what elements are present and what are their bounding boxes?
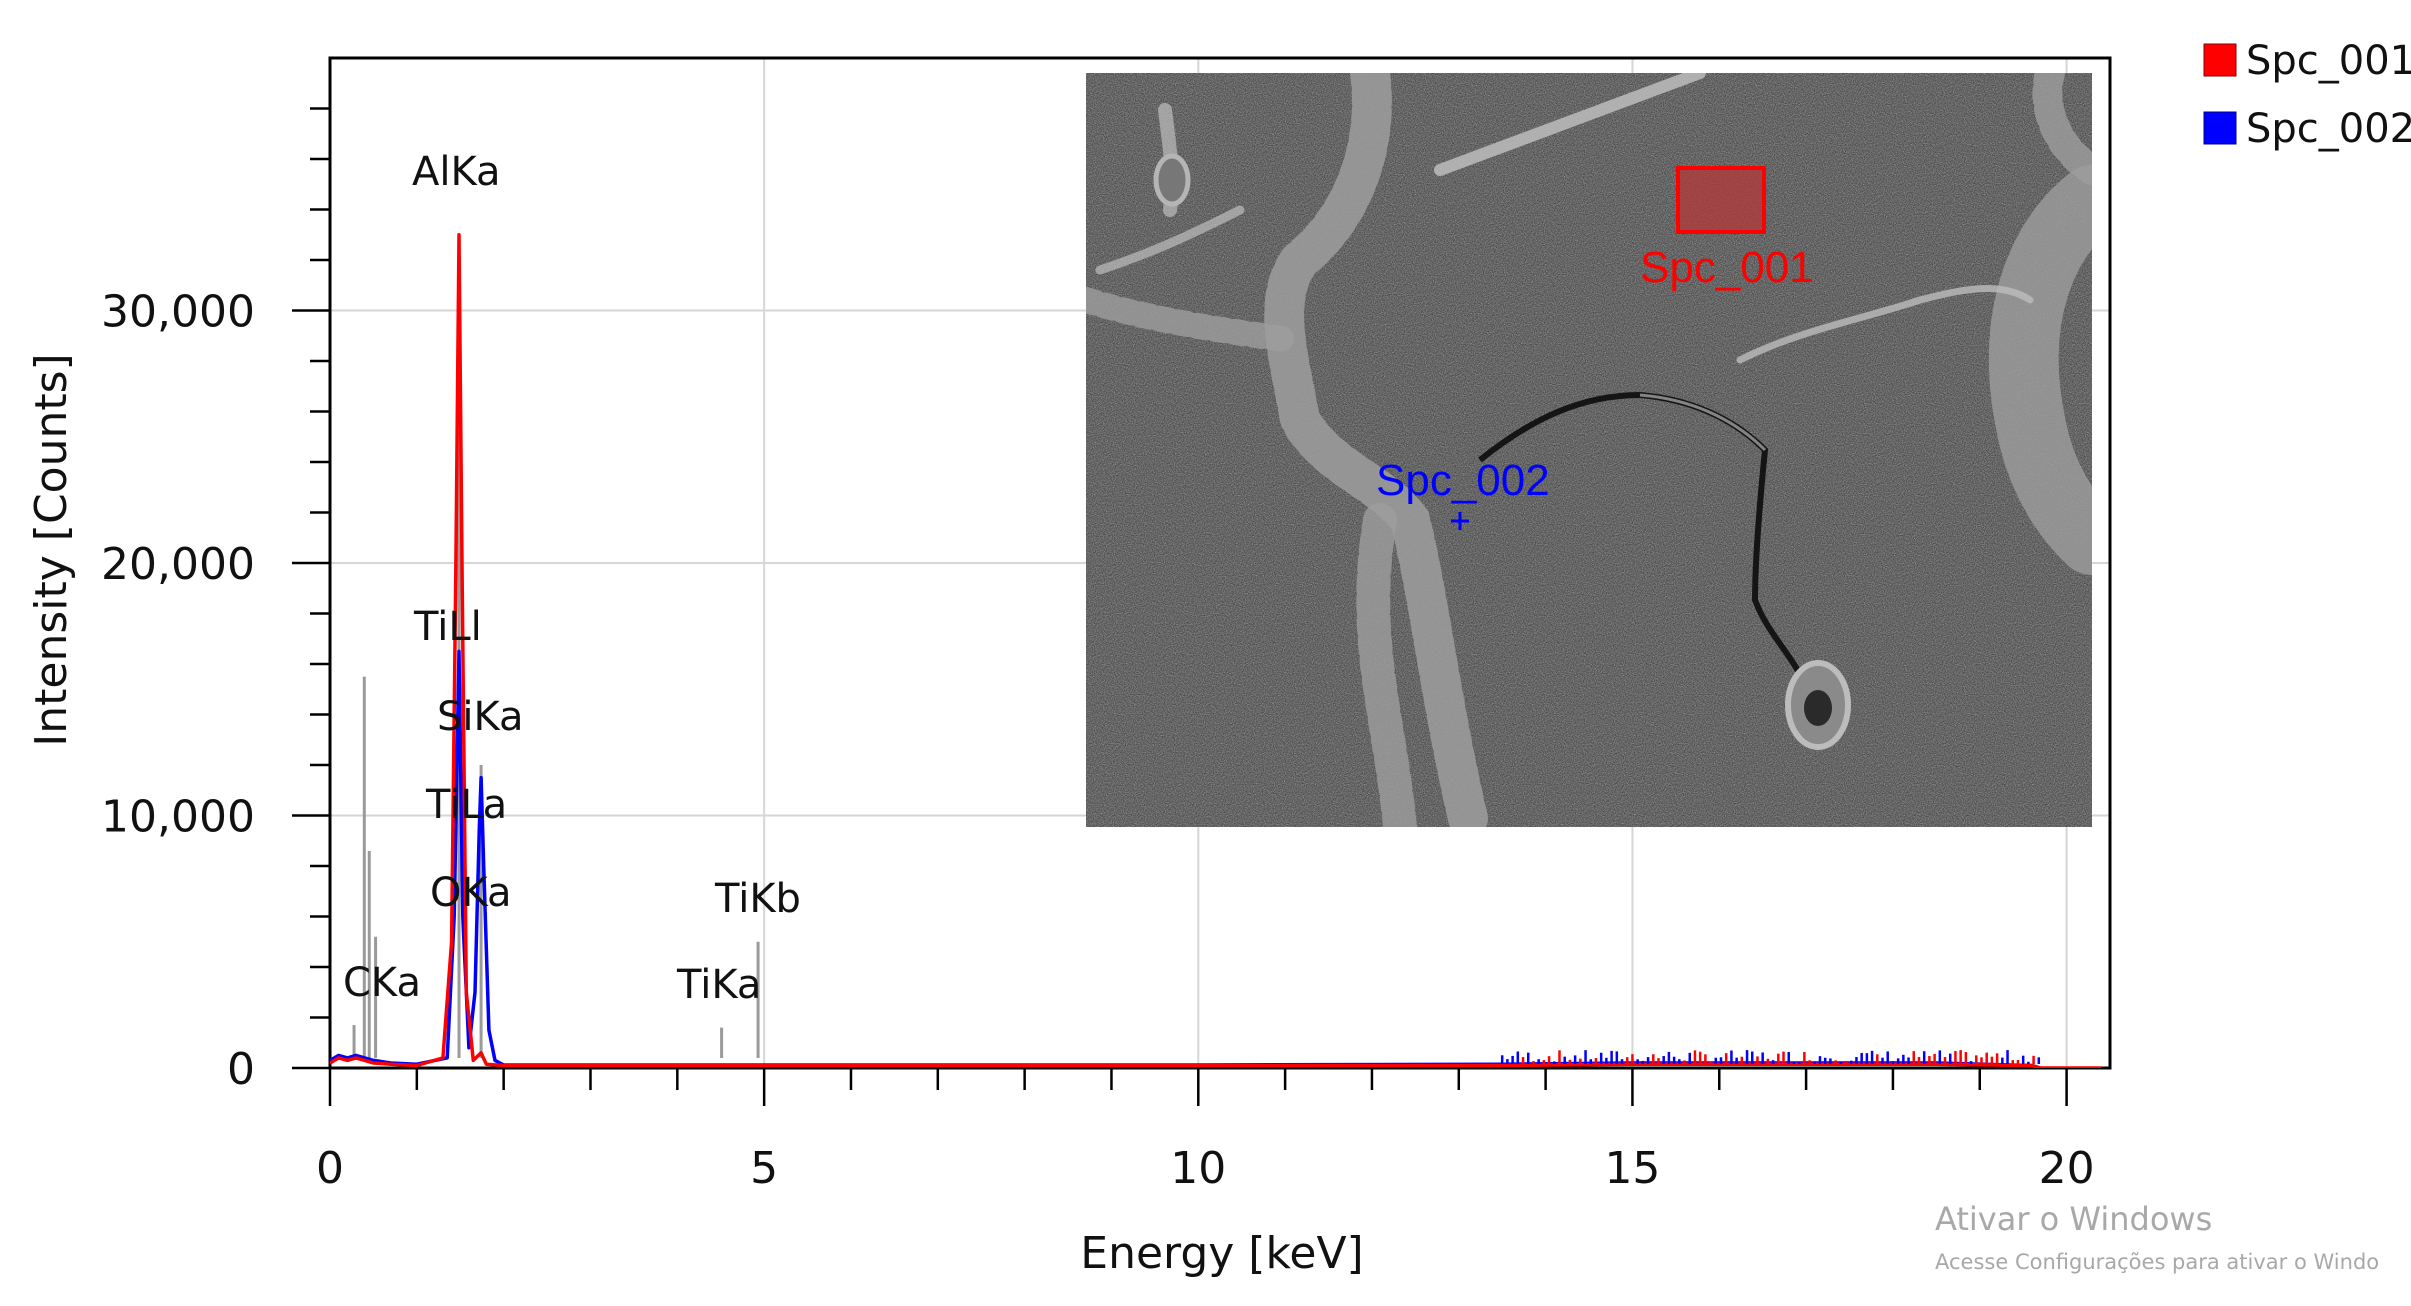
x-tick-label: 10 bbox=[1170, 1143, 1226, 1194]
legend-swatch-spc-002 bbox=[2203, 111, 2237, 145]
peak-label-till: TiLl bbox=[413, 604, 482, 650]
y-axis-title: Intensity [Counts] bbox=[26, 353, 77, 746]
spc-002-crosshair bbox=[1451, 512, 1469, 530]
watermark-line1: Ativar o Windows bbox=[1935, 1200, 2213, 1238]
peak-label-tikb: TiKb bbox=[714, 876, 801, 922]
peak-label-tika: TiKa bbox=[676, 962, 761, 1008]
spc-001-region bbox=[1676, 166, 1766, 234]
legend-label-spc-002: Spc_002 bbox=[2246, 106, 2411, 152]
peak-label-alka: AlKa bbox=[412, 149, 501, 195]
axis-ticks bbox=[292, 107, 2068, 1106]
high-energy-noise bbox=[1500, 1050, 2041, 1064]
x-tick-label: 5 bbox=[750, 1143, 778, 1194]
watermark-line2: Acesse Configurações para ativar o Windo bbox=[1935, 1250, 2380, 1274]
y-tick-label: 20,000 bbox=[101, 539, 255, 590]
peak-label-oka: OKa bbox=[430, 870, 512, 916]
series-line-spc-001 bbox=[330, 233, 2102, 1068]
legend: Spc_001 Spc_002 bbox=[2203, 38, 2411, 152]
x-tick-label: 0 bbox=[316, 1143, 344, 1194]
legend-swatch-spc-001 bbox=[2203, 43, 2237, 77]
inset-label-spc-001: Spc_001 bbox=[1640, 243, 1814, 292]
spectrum-series bbox=[330, 233, 2102, 1068]
x-axis-title: Energy [keV] bbox=[1080, 1228, 1363, 1279]
tick-labels: 0 5 10 15 20 0 10,000 20,000 30,000 bbox=[101, 287, 2095, 1195]
inset-label-spc-002: Spc_002 bbox=[1376, 456, 1550, 505]
y-tick-label: 30,000 bbox=[101, 287, 255, 338]
peak-label-sika: SiKa bbox=[437, 694, 524, 740]
sem-inset-image: Spc_001 Spc_002 bbox=[1086, 73, 2092, 827]
peak-label-tila: TiLa bbox=[425, 782, 507, 828]
peak-label-cka: CKa bbox=[343, 960, 421, 1006]
x-tick-label: 20 bbox=[2039, 1143, 2095, 1194]
legend-label-spc-001: Spc_001 bbox=[2246, 38, 2411, 84]
y-tick-label: 0 bbox=[227, 1044, 255, 1095]
y-tick-label: 10,000 bbox=[101, 792, 255, 843]
x-tick-label: 15 bbox=[1604, 1143, 1660, 1194]
